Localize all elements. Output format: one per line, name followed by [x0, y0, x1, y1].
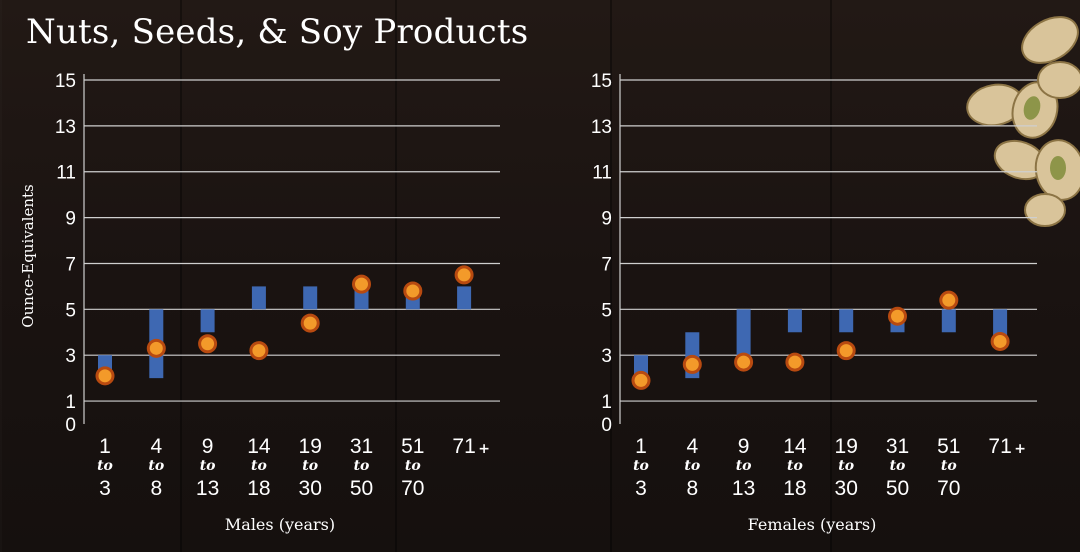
females-y-tick-label: 9 [601, 209, 612, 230]
females-range-bar [839, 309, 854, 333]
males-y-tick-label: 0 [65, 415, 76, 436]
females-intake-marker [631, 370, 651, 390]
males-y-tick-label: 1 [65, 392, 76, 413]
males-intake-marker [249, 341, 269, 361]
males-category-to: to [405, 458, 421, 474]
females-category-to: to [787, 458, 803, 474]
females-category-end: 3 [635, 477, 647, 500]
males-intake-marker [146, 338, 166, 358]
females-category-start: 4 [686, 435, 698, 458]
females-category-end: 18 [783, 477, 806, 500]
females-category-to: to [736, 458, 752, 474]
males-category-to: to [302, 458, 318, 474]
females-category-to: to [941, 458, 957, 474]
females-y-tick-label: 1 [601, 392, 612, 413]
males-y-tick-label: 5 [65, 300, 76, 321]
females-intake-marker [836, 341, 856, 361]
females-category-plus: + [1014, 441, 1026, 457]
females-intake-marker [734, 352, 754, 372]
males-category-to: to [251, 458, 267, 474]
females-category-start: 71 [988, 435, 1011, 458]
males-category-to: to [97, 458, 113, 474]
females-category-to: to [890, 458, 906, 474]
females-range-bar [941, 309, 956, 333]
females-intake-marker [888, 306, 907, 326]
females-range-bar [736, 309, 751, 356]
females-category-to: to [838, 458, 854, 474]
females-y-tick-label: 3 [601, 346, 612, 367]
females-category-start: 31 [886, 435, 909, 458]
females-intake-marker [939, 290, 959, 310]
females-category-end: 50 [886, 477, 909, 500]
males-category-end: 13 [196, 477, 219, 500]
females-x-axis-label: Females (years) [748, 515, 877, 534]
females-category-end: 13 [732, 477, 755, 500]
females-category-start: 1 [635, 435, 647, 458]
males-range-bar [457, 286, 472, 310]
males-range-bar [200, 309, 215, 333]
males-category-end: 8 [150, 477, 162, 500]
males-category-start: 19 [299, 435, 322, 458]
males-category-start: 9 [202, 435, 214, 458]
males-category-to: to [148, 458, 164, 474]
males-category-start: 71 [452, 435, 475, 458]
females-y-tick-label: 5 [601, 300, 612, 321]
males-intake-marker [95, 366, 115, 386]
males-category-end: 70 [401, 477, 424, 500]
males-x-axis-label: Males (years) [225, 515, 335, 534]
males-y-tick-label: 3 [65, 346, 76, 367]
males-category-to: to [200, 458, 216, 474]
females-intake-marker [990, 331, 1010, 351]
page-title: Nuts, Seeds, & Soy Products [26, 12, 529, 52]
males-y-tick-label: 13 [55, 117, 76, 138]
males-intake-marker [300, 313, 320, 333]
males-y-tick-label: 9 [65, 209, 76, 230]
males-intake-marker [352, 274, 371, 294]
males-category-start: 14 [247, 435, 271, 458]
males-category-end: 50 [350, 477, 373, 500]
females-category-start: 9 [738, 435, 750, 458]
males-range-bar [251, 286, 266, 310]
males-category-plus: + [478, 441, 490, 457]
males-y-tick-label: 11 [56, 163, 76, 184]
females-y-tick-label: 13 [591, 117, 612, 138]
females-intake-marker [785, 352, 805, 372]
females-category-end: 8 [686, 477, 698, 500]
males-y-tick-label: 7 [65, 254, 76, 275]
males-category-to: to [354, 458, 370, 474]
females-range-bar [787, 309, 802, 333]
females-y-tick-label: 11 [592, 163, 612, 184]
males-intake-marker [454, 265, 474, 285]
females-y-tick-label: 0 [601, 415, 612, 436]
females-category-start: 14 [783, 435, 807, 458]
males-category-start: 4 [150, 435, 162, 458]
females-y-tick-label: 7 [601, 254, 612, 275]
males-category-end: 3 [99, 477, 111, 500]
males-category-start: 31 [350, 435, 373, 458]
females-intake-marker [682, 354, 702, 374]
males-y-tick-label: 15 [55, 71, 76, 92]
females-y-tick-label: 15 [591, 71, 612, 92]
females-category-to: to [684, 458, 700, 474]
females-category-end: 30 [835, 477, 858, 500]
males-category-end: 18 [247, 477, 270, 500]
males-range-bar [303, 286, 318, 310]
pistachio-nuts-icon [966, 16, 1080, 227]
females-category-start: 19 [835, 435, 858, 458]
males-intake-marker [198, 334, 218, 354]
females-category-end: 70 [937, 477, 960, 500]
males-intake-marker [403, 281, 423, 301]
males-category-end: 30 [299, 477, 322, 500]
females-category-start: 51 [937, 435, 960, 458]
males-category-start: 1 [99, 435, 111, 458]
males-category-start: 51 [401, 435, 424, 458]
females-category-to: to [633, 458, 649, 474]
